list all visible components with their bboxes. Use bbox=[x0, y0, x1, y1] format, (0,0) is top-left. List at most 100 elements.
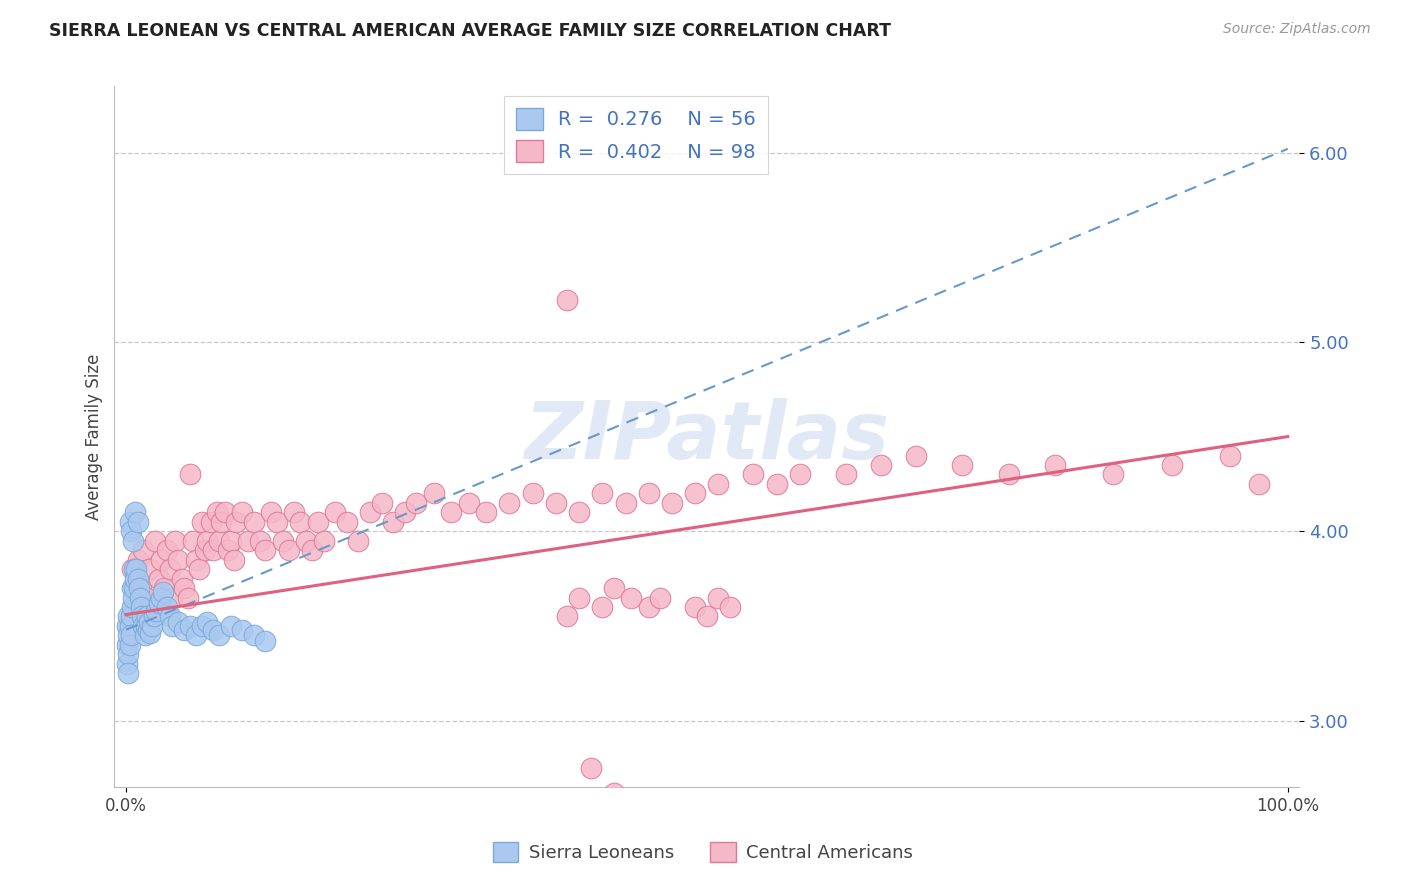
Point bbox=[120, 609, 142, 624]
Point bbox=[136, 591, 159, 605]
Point bbox=[138, 562, 160, 576]
Point bbox=[118, 638, 141, 652]
Point bbox=[1219, 449, 1241, 463]
Point bbox=[167, 552, 190, 566]
Point bbox=[127, 572, 149, 586]
Point bbox=[117, 666, 139, 681]
Point bbox=[683, 486, 706, 500]
Point bbox=[153, 581, 176, 595]
Point bbox=[129, 599, 152, 614]
Point bbox=[115, 619, 138, 633]
Point bbox=[125, 562, 148, 576]
Point bbox=[173, 581, 195, 595]
Point bbox=[591, 486, 613, 500]
Point bbox=[870, 458, 893, 472]
Point bbox=[271, 533, 294, 548]
Point bbox=[142, 609, 165, 624]
Point bbox=[120, 628, 142, 642]
Point bbox=[149, 591, 172, 605]
Point bbox=[637, 486, 659, 500]
Point bbox=[236, 533, 259, 548]
Point bbox=[135, 619, 157, 633]
Point bbox=[323, 505, 346, 519]
Point bbox=[904, 449, 927, 463]
Point bbox=[243, 515, 266, 529]
Point bbox=[184, 628, 207, 642]
Point bbox=[217, 543, 239, 558]
Point bbox=[190, 515, 212, 529]
Point bbox=[122, 533, 145, 548]
Point bbox=[132, 619, 155, 633]
Point bbox=[347, 533, 370, 548]
Point bbox=[579, 761, 602, 775]
Point bbox=[209, 515, 232, 529]
Point bbox=[266, 515, 288, 529]
Point bbox=[789, 467, 811, 482]
Point bbox=[475, 505, 498, 519]
Point bbox=[183, 533, 205, 548]
Point bbox=[568, 591, 591, 605]
Point bbox=[219, 619, 242, 633]
Point bbox=[163, 533, 186, 548]
Point bbox=[696, 609, 718, 624]
Point bbox=[522, 486, 544, 500]
Point bbox=[117, 609, 139, 624]
Point bbox=[260, 505, 283, 519]
Point bbox=[568, 505, 591, 519]
Point bbox=[718, 599, 741, 614]
Point bbox=[184, 552, 207, 566]
Point bbox=[219, 533, 242, 548]
Point bbox=[295, 533, 318, 548]
Point bbox=[307, 515, 329, 529]
Point bbox=[121, 562, 143, 576]
Point bbox=[382, 515, 405, 529]
Point bbox=[136, 609, 159, 624]
Point bbox=[141, 599, 163, 614]
Legend: Sierra Leoneans, Central Americans: Sierra Leoneans, Central Americans bbox=[485, 834, 921, 870]
Point bbox=[117, 628, 139, 642]
Point bbox=[1160, 458, 1182, 472]
Point bbox=[117, 648, 139, 662]
Point bbox=[637, 599, 659, 614]
Point bbox=[149, 552, 172, 566]
Point bbox=[707, 477, 730, 491]
Point bbox=[650, 591, 672, 605]
Point bbox=[254, 543, 277, 558]
Point bbox=[231, 623, 253, 637]
Point bbox=[138, 615, 160, 629]
Point bbox=[122, 591, 145, 605]
Point bbox=[205, 505, 228, 519]
Point bbox=[835, 467, 858, 482]
Point bbox=[742, 467, 765, 482]
Text: Source: ZipAtlas.com: Source: ZipAtlas.com bbox=[1223, 22, 1371, 37]
Point bbox=[129, 581, 152, 595]
Point bbox=[661, 496, 683, 510]
Point bbox=[423, 486, 446, 500]
Point bbox=[214, 505, 236, 519]
Point bbox=[176, 591, 198, 605]
Point bbox=[544, 496, 567, 510]
Point bbox=[159, 562, 181, 576]
Point bbox=[143, 533, 166, 548]
Point bbox=[1247, 477, 1270, 491]
Y-axis label: Average Family Size: Average Family Size bbox=[86, 353, 103, 520]
Point bbox=[359, 505, 381, 519]
Point bbox=[121, 599, 143, 614]
Point bbox=[370, 496, 392, 510]
Point bbox=[162, 619, 184, 633]
Point bbox=[194, 543, 217, 558]
Point bbox=[124, 572, 146, 586]
Point bbox=[115, 657, 138, 671]
Point bbox=[118, 619, 141, 633]
Point bbox=[283, 505, 305, 519]
Point bbox=[243, 628, 266, 642]
Point bbox=[440, 505, 463, 519]
Point bbox=[603, 581, 626, 595]
Point bbox=[998, 467, 1021, 482]
Point bbox=[591, 599, 613, 614]
Point bbox=[683, 599, 706, 614]
Point bbox=[188, 562, 211, 576]
Text: SIERRA LEONEAN VS CENTRAL AMERICAN AVERAGE FAMILY SIZE CORRELATION CHART: SIERRA LEONEAN VS CENTRAL AMERICAN AVERA… bbox=[49, 22, 891, 40]
Point bbox=[301, 543, 323, 558]
Point bbox=[696, 808, 718, 822]
